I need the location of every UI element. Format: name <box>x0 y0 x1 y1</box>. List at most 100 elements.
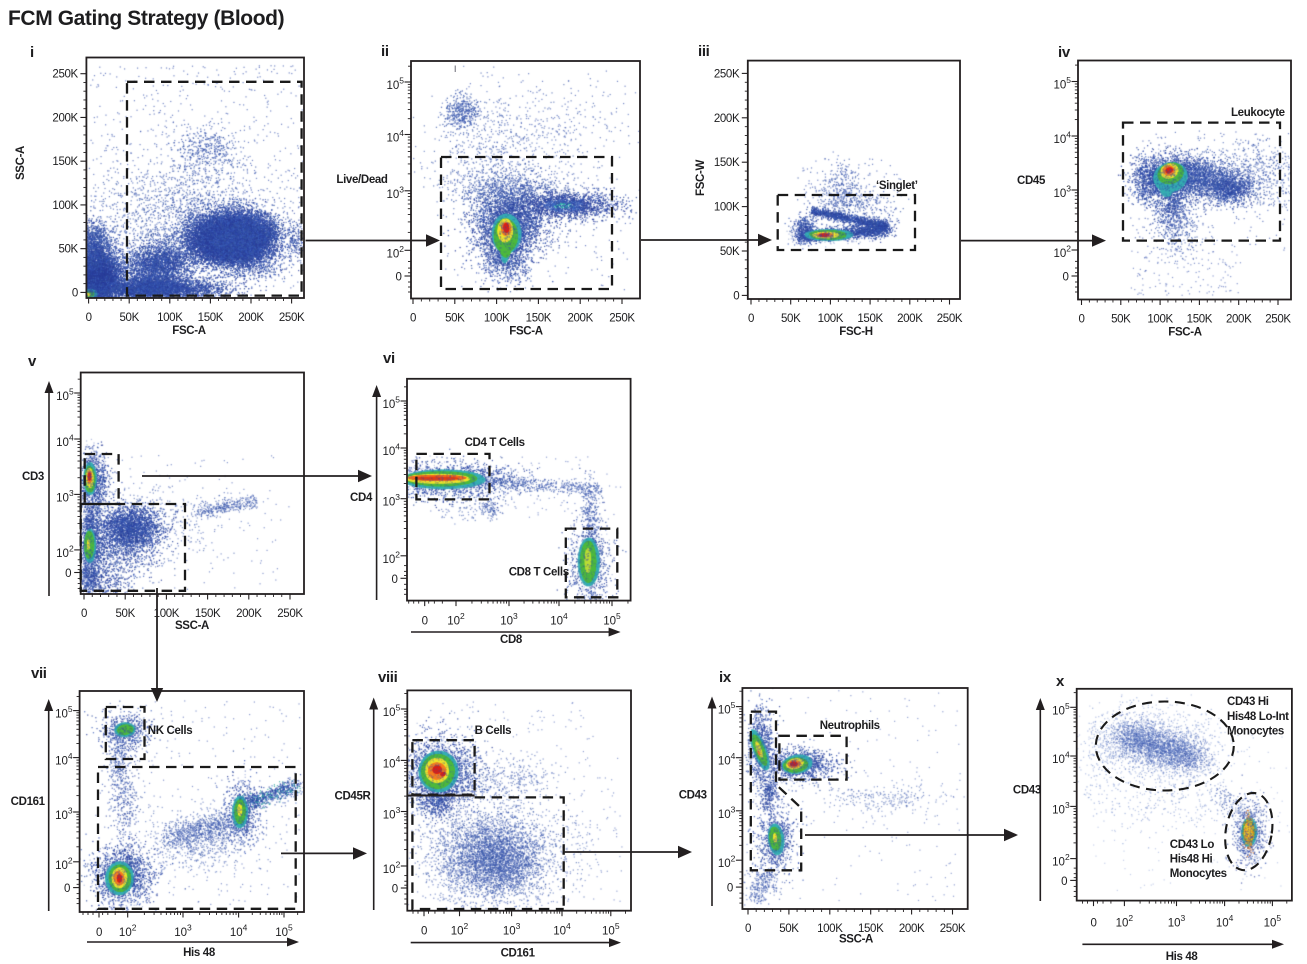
svg-text:FCM Gating Strategy (Blood): FCM Gating Strategy (Blood) <box>8 7 284 30</box>
svg-text:100K: 100K <box>154 608 180 620</box>
svg-text:0: 0 <box>391 574 397 586</box>
svg-text:0: 0 <box>727 883 733 895</box>
svg-text:His 48: His 48 <box>1166 951 1199 963</box>
svg-text:104: 104 <box>718 751 736 768</box>
svg-text:200K: 200K <box>567 313 593 325</box>
svg-text:102: 102 <box>386 244 404 261</box>
svg-text:102: 102 <box>382 549 400 566</box>
svg-text:102: 102 <box>718 854 736 871</box>
svg-text:0: 0 <box>64 883 70 895</box>
svg-text:103: 103 <box>56 488 74 505</box>
svg-text:50K: 50K <box>119 312 139 324</box>
svg-text:FSC-A: FSC-A <box>172 325 205 337</box>
svg-text:i: i <box>30 44 34 61</box>
svg-text:102: 102 <box>451 921 469 938</box>
svg-text:103: 103 <box>1168 913 1186 930</box>
svg-text:250K: 250K <box>940 923 966 935</box>
svg-text:250K: 250K <box>714 68 740 80</box>
svg-text:v: v <box>28 353 37 370</box>
svg-text:105: 105 <box>56 387 74 404</box>
svg-text:100K: 100K <box>52 200 78 212</box>
svg-text:0: 0 <box>65 568 71 580</box>
svg-text:Monocytes: Monocytes <box>1227 726 1284 738</box>
svg-text:0: 0 <box>1090 918 1096 930</box>
svg-text:104: 104 <box>56 433 74 450</box>
svg-text:FSC-W: FSC-W <box>695 160 707 196</box>
svg-text:100K: 100K <box>714 202 740 214</box>
svg-text:250K: 250K <box>277 608 303 620</box>
svg-text:x: x <box>1056 673 1065 690</box>
svg-text:FSC-H: FSC-H <box>839 326 872 338</box>
svg-text:105: 105 <box>55 704 73 721</box>
svg-text:vi: vi <box>383 350 395 367</box>
svg-text:NK Cells: NK Cells <box>148 725 193 737</box>
svg-text:105: 105 <box>1053 75 1071 92</box>
svg-text:102: 102 <box>56 543 74 560</box>
svg-text:105: 105 <box>603 611 621 628</box>
svg-text:100K: 100K <box>817 923 843 935</box>
svg-text:150K: 150K <box>857 313 883 325</box>
svg-text:CD4: CD4 <box>350 492 373 504</box>
svg-text:103: 103 <box>174 923 192 940</box>
svg-text:0: 0 <box>392 884 398 896</box>
svg-text:103: 103 <box>500 611 518 628</box>
svg-text:FSC-A: FSC-A <box>509 326 542 338</box>
svg-text:CD161: CD161 <box>501 948 536 960</box>
svg-text:FSC-A: FSC-A <box>1168 327 1201 339</box>
svg-text:CD3: CD3 <box>22 471 44 483</box>
svg-text:104: 104 <box>550 611 568 628</box>
svg-text:102: 102 <box>119 923 137 940</box>
svg-text:50K: 50K <box>1111 314 1131 326</box>
svg-text:104: 104 <box>383 754 401 771</box>
svg-text:150K: 150K <box>526 313 552 325</box>
svg-text:Live/Dead: Live/Dead <box>336 174 388 186</box>
svg-text:0: 0 <box>86 312 92 324</box>
svg-text:150K: 150K <box>198 312 224 324</box>
svg-text:103: 103 <box>1053 184 1071 201</box>
svg-text:104: 104 <box>553 921 571 938</box>
svg-text:B Cells: B Cells <box>475 725 512 737</box>
svg-text:CD8 T Cells: CD8 T Cells <box>509 567 569 579</box>
svg-text:200K: 200K <box>238 312 264 324</box>
svg-text:0: 0 <box>1061 876 1067 888</box>
svg-text:50K: 50K <box>58 244 78 256</box>
svg-text:200K: 200K <box>236 608 262 620</box>
svg-text:104: 104 <box>230 923 248 940</box>
svg-text:50K: 50K <box>720 246 740 258</box>
svg-text:104: 104 <box>382 442 400 459</box>
svg-text:0: 0 <box>72 287 78 299</box>
svg-text:150K: 150K <box>714 157 740 169</box>
svg-text:104: 104 <box>1216 913 1234 930</box>
svg-text:250K: 250K <box>937 313 963 325</box>
svg-text:200K: 200K <box>897 313 923 325</box>
svg-text:0: 0 <box>421 926 427 938</box>
svg-text:iv: iv <box>1058 44 1071 61</box>
svg-text:0: 0 <box>733 290 739 302</box>
svg-text:CD43: CD43 <box>1013 785 1041 797</box>
svg-text:50K: 50K <box>115 608 135 620</box>
svg-text:150K: 150K <box>1187 314 1213 326</box>
svg-text:0: 0 <box>1078 314 1084 326</box>
svg-text:200K: 200K <box>52 112 78 124</box>
svg-text:SSC-A: SSC-A <box>839 934 873 946</box>
svg-text:His48 Lo-Int: His48 Lo-Int <box>1227 711 1289 723</box>
svg-text:103: 103 <box>383 805 401 822</box>
svg-text:50K: 50K <box>781 313 801 325</box>
svg-text:ix: ix <box>719 669 732 686</box>
svg-text:CD8: CD8 <box>500 634 523 646</box>
svg-text:0: 0 <box>745 923 751 935</box>
svg-text:102: 102 <box>383 860 401 877</box>
svg-text:150K: 150K <box>52 156 78 168</box>
svg-text:SSC-A: SSC-A <box>15 146 27 180</box>
svg-text:103: 103 <box>55 806 73 823</box>
svg-text:105: 105 <box>602 921 620 938</box>
svg-text:103: 103 <box>718 804 736 821</box>
svg-text:102: 102 <box>55 855 73 872</box>
svg-text:50K: 50K <box>445 313 465 325</box>
svg-text:0: 0 <box>422 616 428 628</box>
svg-text:250K: 250K <box>609 313 635 325</box>
svg-text:250K: 250K <box>1265 314 1291 326</box>
svg-text:CD45: CD45 <box>1017 175 1046 187</box>
svg-text:His 48: His 48 <box>183 947 216 959</box>
svg-text:CD43: CD43 <box>679 790 707 802</box>
